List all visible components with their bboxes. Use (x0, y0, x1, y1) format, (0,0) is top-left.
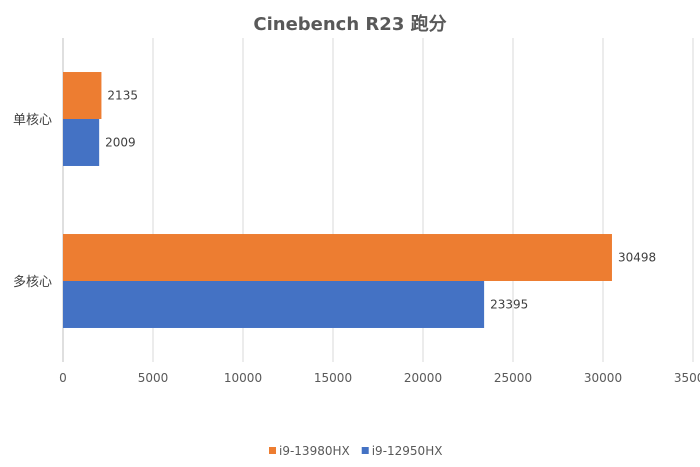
gridlines (62, 38, 694, 362)
bar (63, 281, 485, 328)
x-tick-label: 10000 (224, 371, 262, 385)
chart-title: Cinebench R23 跑分 (253, 13, 446, 35)
x-tick-label: 0 (59, 371, 67, 385)
data-label: 30498 (618, 251, 656, 265)
x-tick-label: 5000 (138, 371, 169, 385)
x-tick-label: 15000 (314, 371, 352, 385)
x-tick-label: 25000 (494, 371, 532, 385)
legend-swatch (269, 447, 276, 454)
legend-swatch (361, 447, 369, 454)
x-tick-label: 30000 (584, 371, 622, 385)
category-label: 多核心 (13, 274, 52, 290)
bar (63, 234, 612, 281)
bars (63, 72, 612, 328)
category-label: 单核心 (13, 113, 52, 128)
data-label: 23395 (490, 297, 528, 311)
bar (63, 72, 102, 119)
x-tick-label: 20000 (404, 371, 442, 385)
legend-label: i9-13980HX (279, 444, 350, 458)
x-tick-label: 35000 (674, 371, 700, 385)
bar (63, 119, 100, 166)
legend-label: i9-12950HX (372, 444, 443, 458)
data-label: 2009 (105, 135, 136, 149)
x-axis-ticks: 0 5000 10000 15000 20000 25000 30000 35000 (59, 371, 700, 385)
data-labels: 2135 2009 30498 23395 (105, 89, 656, 312)
data-label: 2135 (107, 89, 138, 103)
legend: i9-13980HX i9-12950HX (269, 444, 442, 458)
